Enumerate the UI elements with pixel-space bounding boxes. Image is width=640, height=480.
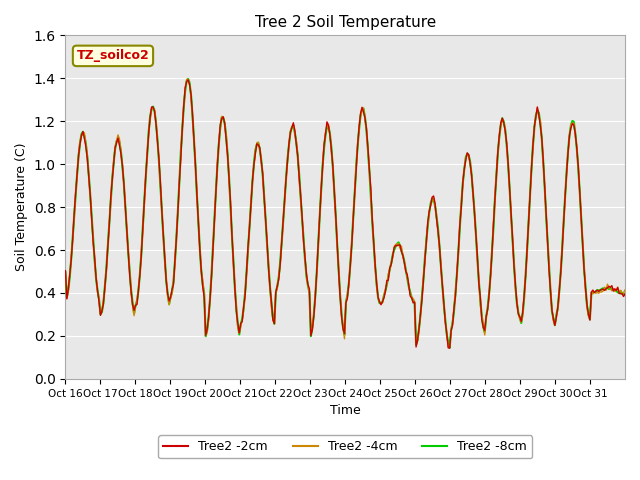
Legend: Tree2 -2cm, Tree2 -4cm, Tree2 -8cm: Tree2 -2cm, Tree2 -4cm, Tree2 -8cm [158, 435, 532, 458]
Text: TZ_soilco2: TZ_soilco2 [77, 49, 149, 62]
Y-axis label: Soil Temperature (C): Soil Temperature (C) [15, 143, 28, 271]
X-axis label: Time: Time [330, 404, 360, 417]
Title: Tree 2 Soil Temperature: Tree 2 Soil Temperature [255, 15, 436, 30]
